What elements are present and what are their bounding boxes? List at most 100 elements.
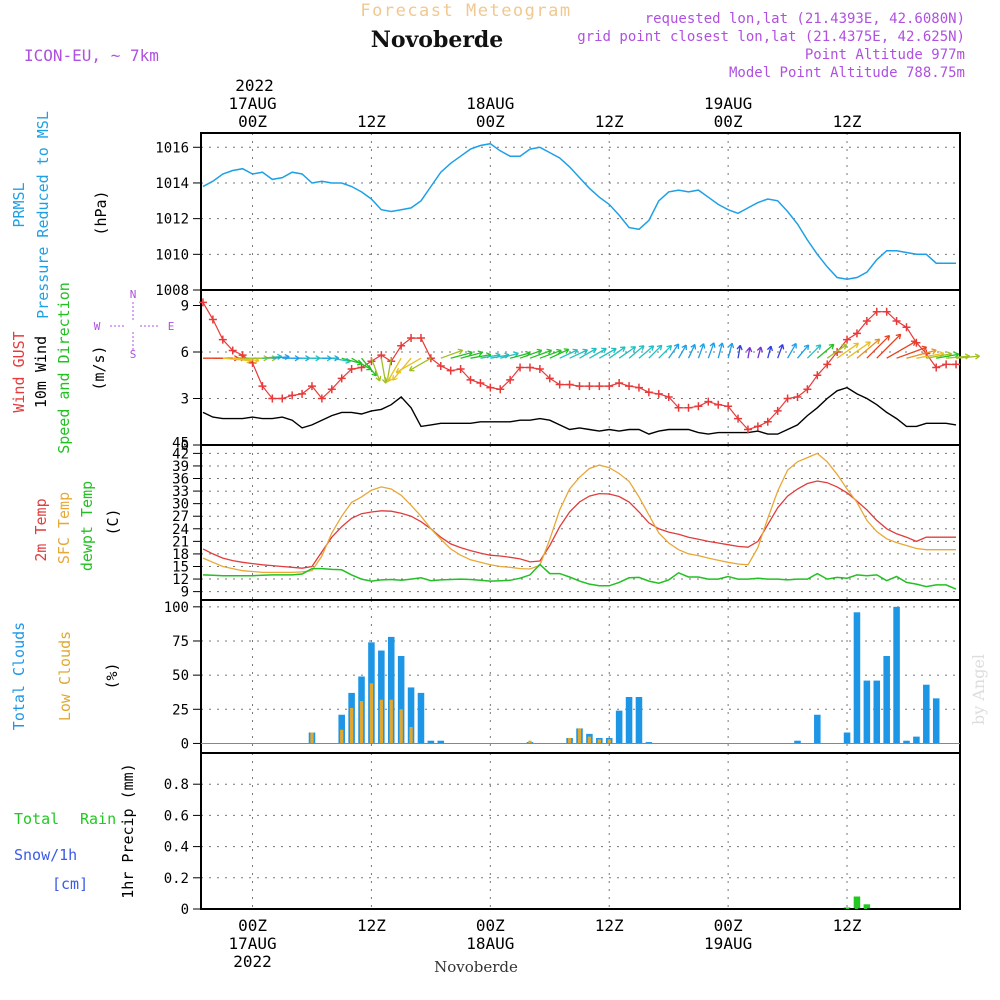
y-tick-label: 1016 — [155, 140, 189, 156]
gust-label: Wind GUST — [10, 331, 28, 412]
wind-arrowhead — [375, 375, 382, 382]
total-clouds-bar — [794, 740, 801, 744]
y-tick-label: 1008 — [155, 283, 189, 299]
total-clouds-bar — [873, 680, 881, 744]
total-clouds-bar — [814, 714, 821, 744]
wind-arrow — [836, 342, 859, 359]
wind-arrowhead — [591, 347, 597, 354]
wind-arrow — [529, 349, 552, 359]
total-clouds-bar — [407, 687, 415, 744]
wind-arrow — [232, 357, 259, 362]
y-tick-label: 0.4 — [164, 840, 189, 856]
wind-arrow — [519, 349, 542, 359]
wind-arrow — [589, 347, 607, 359]
location-title: Novoberde — [371, 27, 504, 53]
top-time-label: 12Z — [595, 112, 624, 131]
wind-arrow — [608, 346, 626, 359]
total-clouds-label: Total Clouds — [10, 622, 28, 730]
gust-marker — [882, 307, 891, 316]
clouds-unit: (%) — [103, 662, 121, 689]
wind-arrow — [272, 356, 290, 359]
low-clouds-bar — [528, 740, 532, 744]
rain-bar — [863, 904, 871, 909]
y-tick-label: 21 — [172, 534, 189, 550]
wind-arrow — [946, 355, 970, 359]
gust-marker — [446, 366, 455, 375]
top-time-label: 00Z — [238, 112, 267, 131]
gust-marker — [684, 403, 693, 412]
wind-arrowhead — [582, 348, 588, 355]
gust-marker — [763, 417, 772, 426]
total-clouds-bar — [883, 656, 890, 744]
gust-marker — [773, 406, 782, 415]
low-clouds-bar — [567, 737, 572, 744]
panel-frame — [200, 289, 961, 446]
wind-arrow — [450, 351, 473, 359]
wind-arrow — [787, 343, 797, 359]
tsfc-line — [202, 452, 956, 574]
total-rain-label-1: Total — [14, 810, 59, 828]
low-clouds-bar — [349, 707, 354, 744]
low-clouds-bar — [587, 736, 592, 744]
wind-arrowhead — [546, 348, 553, 355]
model-label: ICON-EU, ~ 7km — [24, 46, 159, 65]
wind-arrowhead — [884, 334, 891, 341]
y-tick-label: 30 — [172, 497, 189, 513]
gust-marker — [575, 382, 584, 391]
wind-arrow — [886, 340, 917, 359]
wind-arrowhead — [865, 341, 871, 347]
wind-arrowhead — [656, 344, 663, 351]
low-clouds-bar — [359, 701, 364, 744]
y-tick-label-top: 45 — [172, 435, 189, 451]
y-tick-label: 0.8 — [164, 777, 189, 793]
wind-arrow — [386, 357, 402, 383]
wind-arrowhead — [895, 333, 902, 340]
compass-north: N — [130, 288, 137, 301]
pressure-label-1: PRMSL — [10, 182, 28, 227]
total-clouds-bar — [338, 714, 345, 744]
wind-arrow — [767, 345, 772, 359]
gust-marker — [892, 317, 901, 325]
wind-arrow — [777, 344, 784, 359]
wind-arrow — [866, 335, 890, 359]
gust-marker — [724, 402, 733, 411]
wind-arrowhead — [408, 365, 415, 372]
compass-east: E — [168, 320, 175, 333]
y-tick-label: 0 — [181, 736, 189, 752]
dewpt-line — [202, 563, 957, 590]
wind-arrowhead — [457, 348, 464, 355]
wind-arrow — [395, 357, 422, 374]
y-tick-label: 0.6 — [164, 808, 189, 824]
wind-arrowhead — [931, 348, 937, 355]
low-clouds-bar — [597, 739, 601, 744]
top-time-label: 12Z — [833, 112, 862, 131]
wind-arrowhead — [921, 345, 928, 352]
low-clouds-bar — [409, 727, 413, 744]
t2m-label: 2m Temp — [32, 498, 50, 561]
total-clouds-bar — [893, 606, 900, 744]
gust-marker — [942, 360, 951, 369]
gust-marker — [803, 385, 812, 394]
wind-arrowhead — [666, 344, 673, 351]
footer-location: Novoberde — [434, 958, 518, 976]
top-time-label: 00Z — [476, 112, 505, 131]
low-clouds-bar — [577, 728, 582, 744]
gust-marker — [852, 329, 861, 338]
total-clouds-bar — [387, 636, 395, 744]
gust-marker — [357, 363, 366, 372]
wind-arrowhead — [699, 343, 706, 349]
y-tick-label: 0 — [181, 902, 189, 918]
total-clouds-bar — [932, 698, 940, 744]
wind-arrow — [955, 355, 980, 359]
gust-marker — [278, 394, 287, 403]
wind-arrowhead — [638, 345, 645, 351]
total-clouds-bar — [427, 740, 435, 744]
wind-arrowhead — [910, 340, 917, 346]
wind-arrow — [697, 343, 705, 359]
wind-arrow — [539, 349, 562, 359]
wind-arrow — [806, 344, 822, 359]
wind-arrowhead — [386, 376, 393, 383]
gust-marker — [476, 379, 485, 387]
top-date-label: 18AUG — [466, 94, 514, 113]
